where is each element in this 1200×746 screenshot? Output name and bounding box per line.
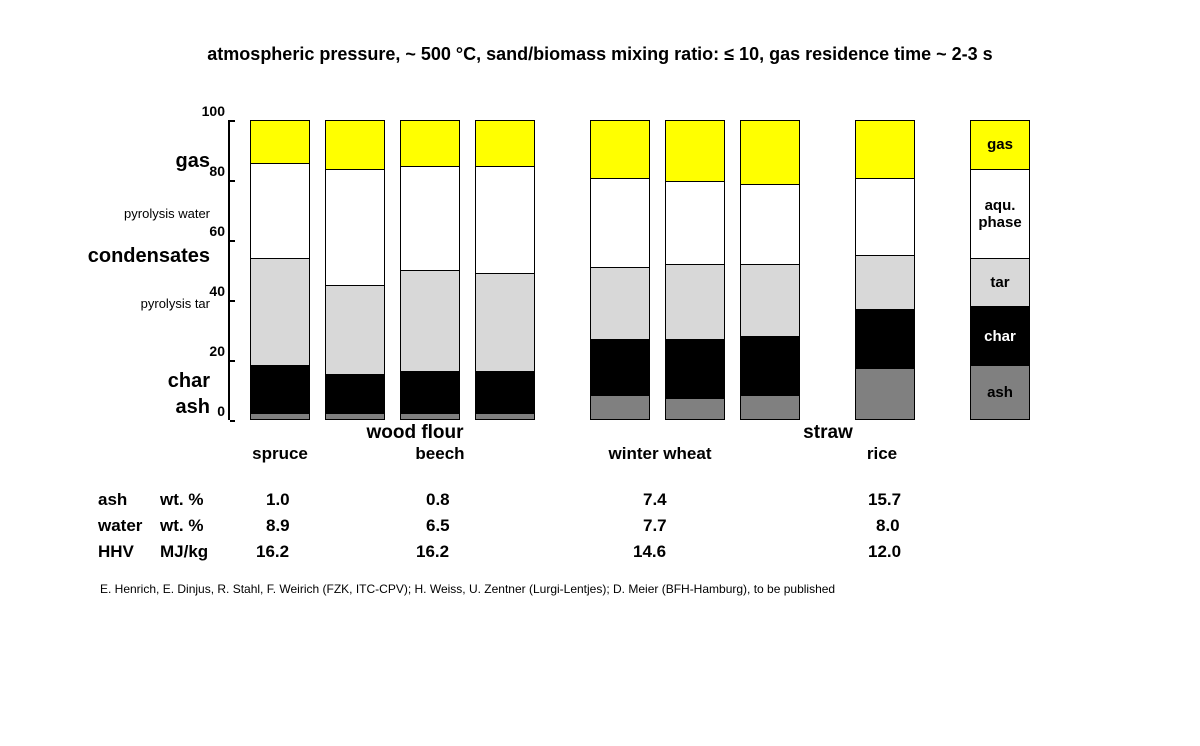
- bar-spruce2: [325, 120, 385, 420]
- segment-aqu: [401, 166, 459, 270]
- val-spruce-ash: 1.0: [266, 490, 290, 510]
- segment-char: [856, 309, 914, 369]
- label-ash: ash: [176, 396, 210, 419]
- segment-char: [741, 336, 799, 396]
- val-beech-ash: 0.8: [426, 490, 450, 510]
- chart-title: atmospheric pressure, ~ 500 °C, sand/bio…: [0, 44, 1200, 65]
- label-pyrolysis-water: pyrolysis water: [124, 206, 210, 221]
- segment-aqu: [326, 169, 384, 285]
- row-header-hhv: HHV: [98, 542, 134, 562]
- group-straw: straw: [768, 422, 888, 444]
- val-wheat-hhv: 14.6: [633, 542, 666, 562]
- val-beech-water: 6.5: [426, 516, 450, 536]
- segment-aqu: aqu.phase: [971, 169, 1029, 258]
- label-gas: gas: [176, 150, 210, 173]
- segment-tar: [741, 264, 799, 336]
- bar-spruce1: [250, 120, 310, 420]
- group-wood-flour: wood flour: [325, 422, 505, 444]
- val-spruce-water: 8.9: [266, 516, 290, 536]
- citation-text: E. Henrich, E. Dinjus, R. Stahl, F. Weir…: [100, 582, 835, 596]
- segment-char: [476, 371, 534, 413]
- segment-char: [326, 374, 384, 413]
- segment-tar: tar: [971, 258, 1029, 306]
- segment-gas: gas: [971, 121, 1029, 169]
- bar-beech2: [475, 120, 535, 420]
- bar-rice1: [855, 120, 915, 420]
- segment-gas: [251, 121, 309, 163]
- val-wheat-ash: 7.4: [643, 490, 667, 510]
- segment-ash: [591, 395, 649, 419]
- segment-gas: [666, 121, 724, 181]
- cat-spruce: spruce: [230, 444, 330, 464]
- label-pyrolysis-tar: pyrolysis tar: [141, 296, 210, 311]
- segment-aqu: [666, 181, 724, 264]
- cat-rice: rice: [842, 444, 922, 464]
- val-spruce-hhv: 16.2: [256, 542, 289, 562]
- bar-beech1: [400, 120, 460, 420]
- segment-char: char: [971, 306, 1029, 366]
- segment-char: [666, 339, 724, 399]
- row-unit-water: wt. %: [160, 516, 203, 536]
- segment-tar: [666, 264, 724, 339]
- segment-tar: [326, 285, 384, 374]
- segment-gas: [401, 121, 459, 166]
- row-unit-hhv: MJ/kg: [160, 542, 208, 562]
- segment-char: [251, 365, 309, 413]
- label-char: char: [168, 370, 210, 393]
- segment-aqu: [591, 178, 649, 267]
- val-rice-hhv: 12.0: [868, 542, 901, 562]
- segment-gas: [326, 121, 384, 169]
- bar-wheat1: [590, 120, 650, 420]
- val-beech-hhv: 16.2: [416, 542, 449, 562]
- segment-tar: [856, 255, 914, 309]
- cat-beech: beech: [390, 444, 490, 464]
- segment-tar: [401, 270, 459, 371]
- label-condensates: condensates: [88, 245, 210, 268]
- segment-ash: [326, 413, 384, 419]
- segment-aqu: [476, 166, 534, 273]
- segment-ash: [476, 413, 534, 419]
- segment-ash: [251, 413, 309, 419]
- segment-ash: ash: [971, 365, 1029, 419]
- bar-wheat2: [665, 120, 725, 420]
- row-unit-ash: wt. %: [160, 490, 203, 510]
- val-wheat-water: 7.7: [643, 516, 667, 536]
- legend-text: aqu.: [985, 197, 1016, 214]
- segment-char: [401, 371, 459, 413]
- segment-ash: [666, 398, 724, 419]
- segment-char: [591, 339, 649, 396]
- row-header-water: water: [98, 516, 142, 536]
- segment-tar: [251, 258, 309, 365]
- segment-aqu: [741, 184, 799, 264]
- segment-ash: [741, 395, 799, 419]
- segment-ash: [401, 413, 459, 419]
- legend-bar: ashchartaraqu.phasegas: [970, 120, 1030, 420]
- bar-wheat3: [740, 120, 800, 420]
- row-header-ash: ash: [98, 490, 127, 510]
- segment-ash: [856, 368, 914, 419]
- chart-area: ashchartaraqu.phasegas: [230, 120, 1090, 420]
- segment-aqu: [251, 163, 309, 258]
- segment-gas: [591, 121, 649, 178]
- val-rice-ash: 15.7: [868, 490, 901, 510]
- ytick-20: 20: [175, 343, 225, 359]
- ytick-60: 60: [175, 223, 225, 239]
- segment-tar: [476, 273, 534, 371]
- val-rice-water: 8.0: [876, 516, 900, 536]
- segment-aqu: [856, 178, 914, 255]
- segment-gas: [741, 121, 799, 184]
- ytick-mark: [230, 420, 235, 422]
- legend-text: phase: [978, 214, 1021, 231]
- segment-tar: [591, 267, 649, 339]
- segment-gas: [476, 121, 534, 166]
- segment-gas: [856, 121, 914, 178]
- cat-winter-wheat: winter wheat: [575, 444, 745, 464]
- ytick-100: 100: [175, 103, 225, 119]
